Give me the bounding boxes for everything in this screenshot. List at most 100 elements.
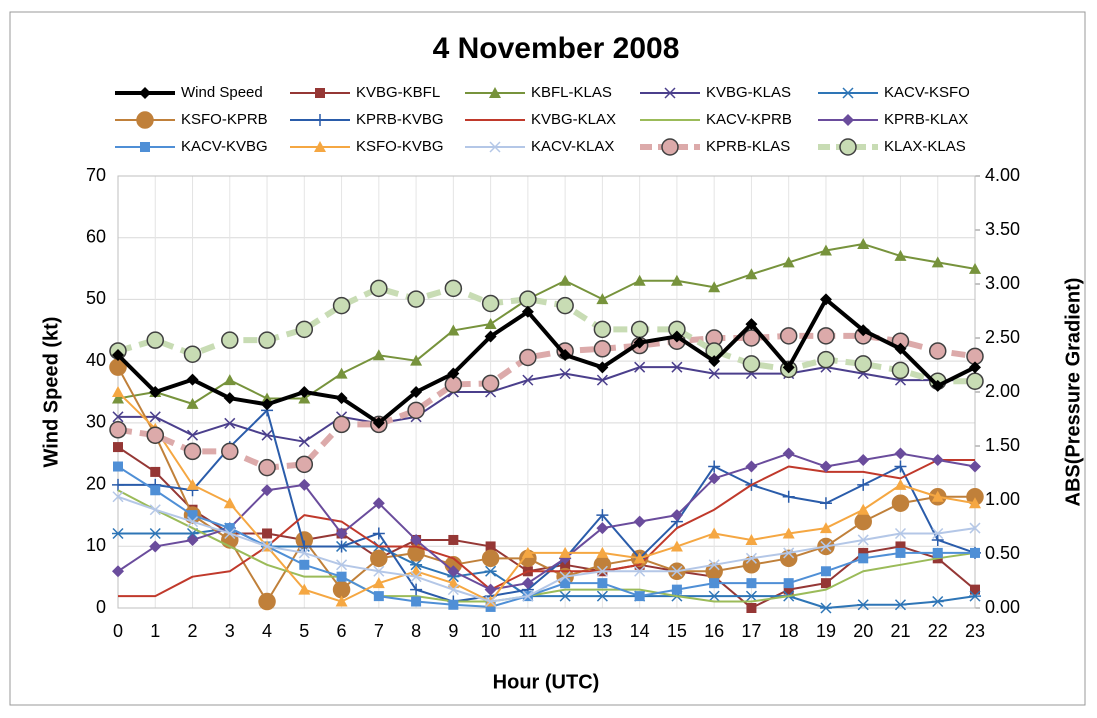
marker xyxy=(597,578,608,589)
x-tick-label: 13 xyxy=(592,621,612,641)
marker xyxy=(448,599,459,610)
y2-axis-title: ABS(Pressure Gradient) xyxy=(1062,278,1084,507)
marker xyxy=(634,591,645,602)
marker xyxy=(745,590,758,602)
marker xyxy=(670,540,683,552)
marker xyxy=(261,429,273,441)
y-tick-label: 60 xyxy=(86,226,106,246)
series-line xyxy=(117,452,976,591)
marker xyxy=(783,578,794,589)
marker xyxy=(858,547,869,558)
y-tick-label: 50 xyxy=(86,288,106,308)
legend-label: KBFL-KLAS xyxy=(531,84,612,101)
marker xyxy=(630,320,649,339)
legend-item: KPRB-KLAX xyxy=(818,111,968,128)
marker xyxy=(671,361,683,373)
marker xyxy=(931,533,944,546)
series-line xyxy=(117,243,976,405)
legend-label: KSFO-KVBG xyxy=(356,138,444,155)
marker xyxy=(522,374,534,386)
marker xyxy=(819,497,832,510)
x-tick-label: 15 xyxy=(667,621,687,641)
marker xyxy=(481,549,500,568)
marker xyxy=(560,578,571,589)
marker xyxy=(372,577,385,589)
marker xyxy=(559,571,571,583)
marker xyxy=(139,87,151,99)
marker xyxy=(779,327,798,345)
marker xyxy=(447,577,460,589)
x-tick-label: 0 xyxy=(113,621,123,641)
x-tick-label: 12 xyxy=(555,621,575,641)
y2-tick-label: 2.50 xyxy=(985,327,1020,347)
legend-label: KVBG-KBFL xyxy=(356,84,440,101)
marker xyxy=(298,547,310,559)
marker xyxy=(969,262,981,274)
marker xyxy=(221,331,239,349)
marker xyxy=(708,368,720,380)
y-tick-label: 0 xyxy=(96,597,106,617)
marker xyxy=(186,397,199,409)
marker xyxy=(894,447,907,460)
marker xyxy=(596,374,608,386)
marker xyxy=(447,584,459,596)
marker xyxy=(485,595,497,608)
marker xyxy=(410,354,423,366)
series-line xyxy=(116,297,976,425)
marker xyxy=(112,527,124,540)
marker xyxy=(931,490,944,502)
marker xyxy=(559,348,572,361)
marker xyxy=(819,460,832,473)
marker xyxy=(783,547,795,559)
marker xyxy=(661,138,679,156)
marker xyxy=(335,540,348,553)
marker xyxy=(519,290,537,308)
marker xyxy=(149,411,161,423)
marker xyxy=(842,87,854,99)
x-tick-label: 3 xyxy=(225,621,235,641)
marker xyxy=(146,426,165,444)
marker xyxy=(782,361,795,374)
marker xyxy=(521,546,534,558)
marker xyxy=(857,324,870,337)
marker xyxy=(112,478,124,491)
marker xyxy=(410,571,422,583)
x-tick-label: 11 xyxy=(519,621,538,641)
marker xyxy=(820,540,832,552)
marker xyxy=(481,294,500,313)
marker xyxy=(742,556,761,574)
marker xyxy=(521,305,534,318)
marker xyxy=(891,494,910,512)
marker xyxy=(970,547,980,558)
y2-tick-label: 3.00 xyxy=(985,273,1020,293)
marker xyxy=(931,379,944,392)
marker xyxy=(932,547,943,558)
marker xyxy=(819,244,832,256)
marker xyxy=(932,527,944,540)
marker xyxy=(485,541,496,552)
marker xyxy=(857,454,870,467)
marker xyxy=(261,540,273,552)
marker xyxy=(746,603,757,613)
marker xyxy=(857,238,870,250)
marker xyxy=(447,324,460,336)
marker xyxy=(746,578,757,589)
marker xyxy=(187,510,198,521)
marker xyxy=(258,331,276,349)
marker xyxy=(183,442,202,461)
legend-item: KACV-KSFO xyxy=(818,84,970,101)
marker xyxy=(489,87,501,98)
marker xyxy=(136,111,154,129)
series-line xyxy=(118,409,976,603)
marker xyxy=(895,541,906,552)
marker xyxy=(708,472,721,485)
marker xyxy=(299,559,310,570)
chart-title: 4 November 2008 xyxy=(433,32,680,65)
marker xyxy=(186,478,199,490)
marker xyxy=(857,478,870,491)
marker xyxy=(410,386,423,398)
y2-tick-label: 4.00 xyxy=(985,165,1020,185)
marker xyxy=(150,485,161,496)
legend-item: KLAX-KLAS xyxy=(818,138,966,156)
marker xyxy=(332,296,351,315)
